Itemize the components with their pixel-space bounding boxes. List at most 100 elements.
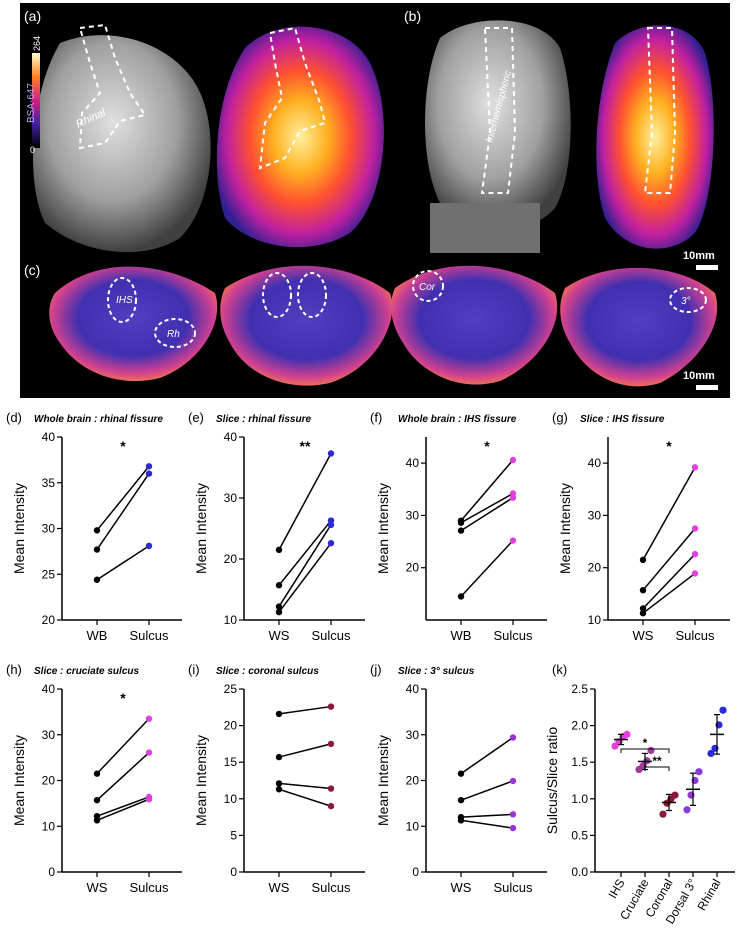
point-start-h-1 xyxy=(93,796,101,804)
y-axis-label-f: Mean Intensity xyxy=(375,483,391,574)
point-start-i-3 xyxy=(275,786,283,793)
x-tick-label-d-0: WB xyxy=(87,628,108,643)
panel-label-f: (f) xyxy=(370,410,382,425)
series-line-i-1 xyxy=(278,743,332,758)
y-tick-label-d-3: 35 xyxy=(42,476,56,490)
point-k-0-3 xyxy=(623,730,631,738)
y-axis-label-d: Mean Intensity xyxy=(11,483,27,574)
point-end-f-3 xyxy=(509,537,517,544)
point-k-4-0 xyxy=(707,749,715,758)
point-start-g-2 xyxy=(639,605,647,612)
x-tick-label-k-4: Rhinal xyxy=(694,877,723,913)
series-line-f-3 xyxy=(460,540,514,597)
series-line-j-0 xyxy=(460,736,514,775)
chart-title-f: Whole brain : IHS fissure xyxy=(398,414,517,425)
x-tick-label-f-0: WB xyxy=(451,628,472,643)
significance-h: * xyxy=(120,690,126,706)
y-tick-label-j-4: 40 xyxy=(406,682,420,696)
point-start-i-2 xyxy=(275,780,283,787)
scalebar-label-1: 10mm xyxy=(683,250,715,262)
y-axis-label-g: Mean Intensity xyxy=(557,483,573,574)
y-tick-label-j-1: 10 xyxy=(406,819,420,833)
x-tick-label-h-1: Sulcus xyxy=(129,880,169,895)
y-tick-label-k-0: 0.0 xyxy=(571,865,588,879)
chart-title-i: Slice : coronal sulcus xyxy=(216,666,319,677)
point-start-i-1 xyxy=(275,753,283,761)
bracket-k-1 xyxy=(644,766,670,771)
panel-label-k: (k) xyxy=(552,662,567,677)
chart-title-g: Slice : IHS fissure xyxy=(580,414,665,425)
point-start-e-2 xyxy=(275,603,283,610)
cruciate-slice-outline-1 xyxy=(262,272,292,318)
point-start-e-3 xyxy=(275,608,283,616)
series-line-i-3 xyxy=(278,788,332,807)
series-line-f-1 xyxy=(460,492,514,524)
brain-3d-grey-b xyxy=(425,20,571,230)
y-tick-label-i-4: 20 xyxy=(224,719,238,733)
y-tick-label-e-2: 30 xyxy=(224,491,238,505)
point-start-e-1 xyxy=(275,582,283,589)
x-tick-label-i-1: Sulcus xyxy=(311,880,351,895)
y-tick-label-i-2: 10 xyxy=(224,792,238,806)
y-tick-label-h-3: 30 xyxy=(42,728,56,742)
y-tick-label-i-1: 5 xyxy=(230,828,237,842)
point-k-1-3 xyxy=(647,746,655,755)
point-end-g-2 xyxy=(691,550,699,558)
point-end-g-1 xyxy=(691,525,699,532)
y-tick-label-g-2: 30 xyxy=(588,508,602,522)
significance-g: * xyxy=(666,438,672,454)
x-tick-label-f-1: Sulcus xyxy=(493,628,533,643)
point-start-e-0 xyxy=(275,546,283,554)
chart-title-d: Whole brain : rhinal fissure xyxy=(34,414,163,425)
brain-3d-grey-a xyxy=(33,35,211,253)
significance-f: * xyxy=(484,438,490,454)
series-line-j-1 xyxy=(460,780,514,801)
y-tick-label-h-0: 0 xyxy=(48,865,55,879)
annot-ihs: IHS xyxy=(116,295,133,306)
series-line-j-3 xyxy=(460,819,514,829)
y-tick-label-k-3: 1.5 xyxy=(571,755,588,769)
colorbar-min: 0 xyxy=(30,145,35,155)
chart-title-h: Slice : cruciate sulcus xyxy=(34,666,139,677)
point-start-d-1 xyxy=(93,546,101,553)
point-k-3-0 xyxy=(683,806,691,814)
microscopy-images-panel: (a) (b) (c) 264 0 BSA-647 Rhinal Interhe… xyxy=(20,3,730,398)
y-tick-label-f-0: 20 xyxy=(406,561,420,575)
series-line-g-0 xyxy=(642,466,696,561)
significance-e: ** xyxy=(300,438,311,454)
y-tick-label-f-1: 30 xyxy=(406,508,420,522)
y-axis-label-i: Mean Intensity xyxy=(193,735,209,826)
panel-label-c: (c) xyxy=(24,262,40,278)
y-tick-label-d-2: 30 xyxy=(42,522,56,536)
scalebar-1 xyxy=(696,265,718,270)
point-k-2-0 xyxy=(659,810,667,818)
y-axis-label-e: Mean Intensity xyxy=(193,483,209,574)
point-start-h-3 xyxy=(93,817,101,824)
colorbar xyxy=(32,53,40,148)
colorbar-label: BSA-647 xyxy=(26,83,37,123)
x-tick-label-h-0: WS xyxy=(87,880,108,895)
panel-label-a: (a) xyxy=(24,8,41,24)
panel-label-i: (i) xyxy=(188,662,200,677)
series-line-g-2 xyxy=(642,553,696,610)
series-line-e-3 xyxy=(278,542,332,613)
panel-label-e: (e) xyxy=(188,410,204,425)
panel-label-b: (b) xyxy=(404,8,421,24)
point-end-g-3 xyxy=(691,570,699,577)
point-start-d-2 xyxy=(93,576,101,583)
ihs-outline-grey xyxy=(480,27,517,194)
x-tick-label-k-0: IHS xyxy=(605,877,627,901)
point-start-j-1 xyxy=(457,796,465,804)
brain-images: (a) (b) (c) 264 0 BSA-647 Rhinal Interhe… xyxy=(24,8,718,390)
panel-label-g: (g) xyxy=(552,410,568,425)
point-start-f-2 xyxy=(457,527,465,534)
colorbar-max: 264 xyxy=(32,36,42,51)
y-tick-label-h-1: 10 xyxy=(42,819,56,833)
series-line-h-0 xyxy=(96,718,150,775)
chart-title-j: Slice : 3° sulcus xyxy=(398,666,475,677)
point-end-i-0 xyxy=(327,703,335,710)
rhinal-outline-heat xyxy=(258,26,327,170)
y-tick-label-k-1: 0.5 xyxy=(571,828,588,842)
point-end-j-1 xyxy=(509,777,517,785)
annot-cor: Cor xyxy=(419,282,436,293)
